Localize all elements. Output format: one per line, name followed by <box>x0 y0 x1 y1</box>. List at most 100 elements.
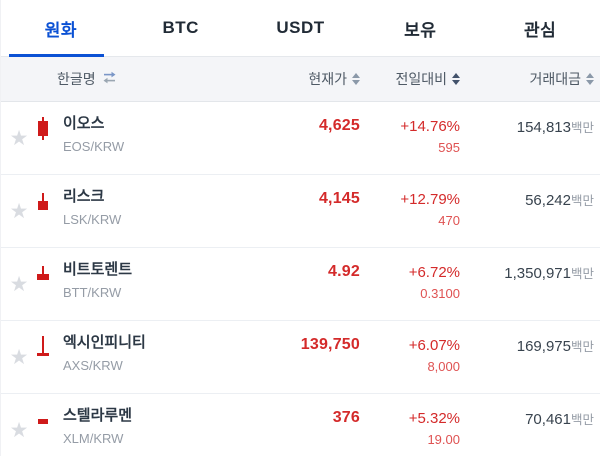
coin-name: 리스크 <box>63 188 105 205</box>
favorite-star-icon[interactable]: ★ <box>9 272 29 296</box>
candle-cell <box>37 102 63 174</box>
favorite-star-icon[interactable]: ★ <box>9 126 29 150</box>
candle-cell <box>37 175 63 247</box>
current-price: 376 <box>332 409 360 426</box>
tab-usdt[interactable]: USDT <box>241 0 361 56</box>
change-percent: +6.07% <box>408 337 460 354</box>
header-name-label: 한글명 <box>57 71 96 87</box>
current-price: 4,145 <box>318 190 360 207</box>
price-cell: 4,145 <box>250 175 360 247</box>
coin-name-cell: 이오스 EOS/KRW <box>63 102 250 174</box>
change-cell: +5.32% 19.00 <box>360 394 460 456</box>
coin-name: 비트토렌트 <box>63 261 133 278</box>
coin-name-cell: 스텔라루멘 XLM/KRW <box>63 394 250 456</box>
favorite-star-icon[interactable]: ★ <box>9 418 29 442</box>
volume-value: 154,813 <box>516 119 571 136</box>
candlestick-icon <box>37 336 49 359</box>
volume-cell: 1,350,971백만 <box>460 248 600 320</box>
header-volume-label: 거래대금 <box>529 71 581 87</box>
tab-btc-label: BTC <box>162 18 199 37</box>
current-price: 4.92 <box>328 263 360 280</box>
coin-pair: EOS/KRW <box>63 139 125 154</box>
favorite-cell: ★ <box>1 321 37 393</box>
volume-cell: 154,813백만 <box>460 102 600 174</box>
volume-unit: 백만 <box>570 121 594 135</box>
coin-row-lsk[interactable]: ★ 리스크 LSK/KRW 4,145 +12.79% 470 56,242백만 <box>1 175 600 248</box>
volume-cell: 56,242백만 <box>460 175 600 247</box>
favorite-cell: ★ <box>1 175 37 247</box>
coin-pair: AXS/KRW <box>63 358 123 373</box>
price-cell: 376 <box>250 394 360 456</box>
volume-unit: 백만 <box>570 413 594 427</box>
header-name-sort[interactable]: 한글명 <box>57 69 117 89</box>
tab-krw-label: 원화 <box>44 20 78 40</box>
tab-holdings[interactable]: 보유 <box>360 0 480 56</box>
favorite-cell: ★ <box>1 394 37 456</box>
change-absolute: 19.00 <box>427 432 460 447</box>
tab-favorites[interactable]: 관심 <box>480 0 600 56</box>
coin-row-btt[interactable]: ★ 비트토렌트 BTT/KRW 4.92 +6.72% 0.3100 1,350… <box>1 248 600 321</box>
favorite-cell: ★ <box>1 102 37 174</box>
coin-pair: XLM/KRW <box>63 431 124 446</box>
coin-pair: LSK/KRW <box>63 212 122 227</box>
change-cell: +6.07% 8,000 <box>360 321 460 393</box>
market-tabs: 원화 BTC USDT 보유 관심 <box>1 0 600 57</box>
sort-arrows-icon <box>452 73 460 85</box>
current-price: 4,625 <box>318 117 360 134</box>
change-percent: +6.72% <box>408 264 460 281</box>
change-cell: +14.76% 595 <box>360 102 460 174</box>
favorite-star-icon[interactable]: ★ <box>9 345 29 369</box>
coin-name-cell: 엑시인피니티 AXS/KRW <box>63 321 250 393</box>
price-cell: 139,750 <box>250 321 360 393</box>
coin-pair: BTT/KRW <box>63 285 122 300</box>
volume-value: 70,461 <box>525 411 571 428</box>
change-absolute: 470 <box>438 213 460 228</box>
coin-name: 엑시인피니티 <box>63 334 146 351</box>
candlestick-icon <box>37 117 49 140</box>
volume-value: 1,350,971 <box>504 265 571 282</box>
coin-row-axs[interactable]: ★ 엑시인피니티 AXS/KRW 139,750 +6.07% 8,000 16… <box>1 321 600 394</box>
header-price-sort[interactable]: 현재가 <box>250 69 360 89</box>
favorite-cell: ★ <box>1 248 37 320</box>
price-cell: 4.92 <box>250 248 360 320</box>
change-absolute: 595 <box>438 140 460 155</box>
change-cell: +12.79% 470 <box>360 175 460 247</box>
tab-usdt-label: USDT <box>276 18 325 37</box>
volume-unit: 백만 <box>570 340 594 354</box>
change-absolute: 0.3100 <box>420 286 460 301</box>
tab-btc[interactable]: BTC <box>121 0 241 56</box>
sort-arrows-icon <box>352 73 360 85</box>
candlestick-icon <box>37 263 49 286</box>
coin-name: 스텔라루멘 <box>63 407 133 424</box>
candle-cell <box>37 394 63 456</box>
volume-unit: 백만 <box>570 267 594 281</box>
candle-cell <box>37 321 63 393</box>
coin-name-cell: 리스크 LSK/KRW <box>63 175 250 247</box>
coin-row-eos[interactable]: ★ 이오스 EOS/KRW 4,625 +14.76% 595 154,813백… <box>1 102 600 175</box>
volume-value: 169,975 <box>516 338 571 355</box>
coin-row-xlm[interactable]: ★ 스텔라루멘 XLM/KRW 376 +5.32% 19.00 70,461백… <box>1 394 600 456</box>
table-header: 한글명 현재가 전일대비 거래대금 <box>1 57 600 102</box>
candle-cell <box>37 248 63 320</box>
favorite-star-icon[interactable]: ★ <box>9 199 29 223</box>
coin-name-cell: 비트토렌트 BTT/KRW <box>63 248 250 320</box>
header-change-sort[interactable]: 전일대비 <box>360 69 460 89</box>
change-percent: +5.32% <box>408 410 460 427</box>
candlestick-icon <box>37 190 49 213</box>
coin-name: 이오스 <box>63 115 105 132</box>
volume-cell: 169,975백만 <box>460 321 600 393</box>
volume-cell: 70,461백만 <box>460 394 600 456</box>
candlestick-icon <box>37 409 49 432</box>
horizontal-sort-icon <box>102 71 117 87</box>
change-percent: +12.79% <box>400 191 460 208</box>
price-cell: 4,625 <box>250 102 360 174</box>
tab-holdings-label: 보유 <box>404 20 437 40</box>
header-volume-sort[interactable]: 거래대금 <box>460 69 600 89</box>
volume-unit: 백만 <box>570 194 594 208</box>
active-tab-underline <box>9 54 104 57</box>
current-price: 139,750 <box>300 336 360 353</box>
tab-krw[interactable]: 원화 <box>1 0 121 57</box>
header-change-label: 전일대비 <box>395 71 447 87</box>
change-cell: +6.72% 0.3100 <box>360 248 460 320</box>
